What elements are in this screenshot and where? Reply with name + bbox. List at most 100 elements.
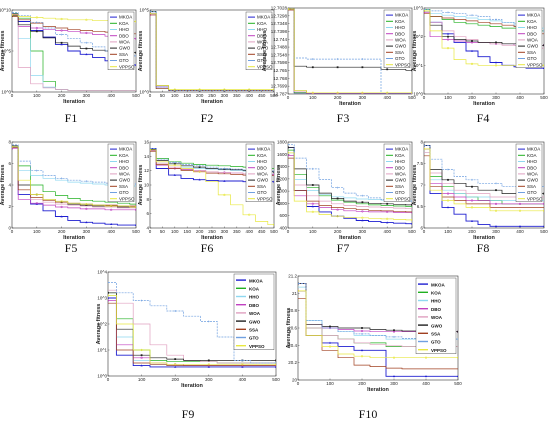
y-tick-label: 10^3 <box>413 6 423 11</box>
series-marker <box>311 66 314 69</box>
series-marker <box>456 356 458 359</box>
series-line-gwo <box>288 147 412 206</box>
series-marker <box>150 10 151 13</box>
legend-label: GWO <box>431 323 443 328</box>
series-marker <box>543 192 544 195</box>
series-marker <box>424 375 428 378</box>
legend-label: VPPSO <box>257 196 273 201</box>
series-marker <box>424 356 428 359</box>
legend-label: SSA <box>395 50 404 55</box>
series-marker <box>108 294 110 297</box>
x-tick-label: 100 <box>326 381 334 386</box>
series-marker <box>223 88 226 91</box>
legend-label: KOA <box>257 153 267 158</box>
x-tick-label: 200 <box>58 229 66 234</box>
series-marker <box>298 289 300 293</box>
legend-label: SSA <box>119 184 128 189</box>
series-marker <box>12 145 14 148</box>
x-tick-label: 200 <box>468 95 476 100</box>
legend-label: GWO <box>119 178 131 183</box>
y-tick-label: 400 <box>279 226 287 231</box>
series-marker <box>446 192 450 195</box>
legend-label: GWO <box>527 44 539 49</box>
series-marker <box>494 202 498 206</box>
x-tick-label: 200 <box>358 381 366 386</box>
series-marker <box>173 161 176 164</box>
y-tick-label: 6.5 <box>417 204 424 209</box>
series-marker <box>134 37 136 40</box>
legend-label: KOA <box>119 21 129 26</box>
x-tick-label: 150 <box>183 93 191 98</box>
legend-label: WOA <box>257 172 268 177</box>
series-marker <box>410 222 412 225</box>
y-tick-label: 20.4 <box>288 343 297 348</box>
y-tick-label: 10^5 <box>139 8 149 13</box>
series-line-gto <box>108 282 276 364</box>
x-tick-label: 100 <box>33 229 41 234</box>
series-line-gto <box>150 11 274 91</box>
series-marker <box>288 143 289 146</box>
series-marker <box>85 41 88 44</box>
x-tick-label: 200 <box>334 95 342 100</box>
series-marker <box>134 223 136 226</box>
x-tick-label: 0 <box>297 381 300 386</box>
y-tick-label: 10^0 <box>139 90 149 95</box>
series-marker <box>470 49 474 52</box>
legend-label: KOA <box>257 21 267 26</box>
y-tick-label: 8 <box>420 140 423 145</box>
legend-label: DBO <box>257 165 267 170</box>
series-marker <box>134 208 136 211</box>
series-marker <box>248 213 251 216</box>
series-marker <box>361 216 364 219</box>
legend-label: SSA <box>249 328 259 333</box>
x-tick-label: 200 <box>334 229 342 234</box>
x-tick-label: 300 <box>221 229 229 234</box>
series-marker <box>410 211 412 214</box>
y-axis-label: Average fitness <box>0 31 6 72</box>
x-tick-label: 500 <box>270 93 278 98</box>
series-marker <box>198 88 201 91</box>
legend-label: DBO <box>249 303 259 308</box>
legend-label: GTO <box>395 56 405 61</box>
series-line-dbo <box>12 148 136 211</box>
series-marker <box>494 225 498 228</box>
series-marker <box>424 8 425 11</box>
legend-label: VPPSO <box>395 62 411 67</box>
legend-label: DBO <box>257 33 267 38</box>
panel-caption: F10 <box>359 407 378 421</box>
legend-label: DBO <box>119 33 129 38</box>
series-marker <box>361 210 364 213</box>
series-marker <box>272 223 274 226</box>
series-marker <box>542 209 544 212</box>
series-marker <box>288 146 289 149</box>
x-axis-label: Iteration <box>201 99 223 105</box>
legend-label: MKOA <box>249 278 263 283</box>
series-marker <box>336 58 339 61</box>
series-marker <box>60 200 63 203</box>
x-tick-label: 400 <box>383 95 391 100</box>
x-tick-label: 300 <box>83 93 91 98</box>
legend-label: VPPSO <box>257 64 273 69</box>
x-axis-label: Iteration <box>339 101 361 107</box>
y-tick-label: 7.5 <box>417 161 424 166</box>
legend-label: WOA <box>119 40 130 45</box>
y-tick-label: 8 <box>8 140 11 145</box>
series-marker <box>85 47 88 50</box>
x-tick-label: 400 <box>245 229 253 234</box>
x-tick-label: 50 <box>160 93 166 98</box>
series-marker <box>60 215 63 218</box>
series-marker <box>393 329 395 332</box>
series-marker <box>470 219 474 222</box>
series-marker <box>447 178 449 181</box>
y-axis-label: Average fitness <box>138 165 144 206</box>
series-marker <box>543 185 544 188</box>
series-line-vppso <box>288 8 412 94</box>
x-tick-label: 200 <box>196 93 204 98</box>
series-marker <box>85 31 88 35</box>
chart-panel-2: 0 50 100 150 200 250 300 350 400 450 500 10^0 10^5 It… <box>138 8 278 106</box>
legend-label: SSA <box>257 52 266 57</box>
series-marker <box>328 341 332 344</box>
series-marker <box>446 32 450 35</box>
